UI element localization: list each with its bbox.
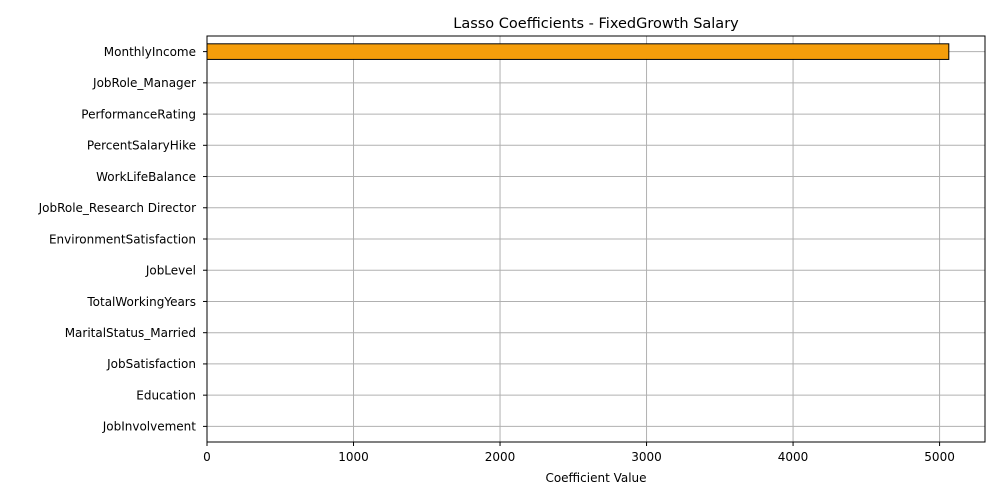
- y-tick-label: MonthlyIncome: [104, 45, 196, 59]
- x-tick-label: 2000: [485, 450, 516, 464]
- y-tick-label: PercentSalaryHike: [87, 139, 196, 153]
- y-tick-label: JobRole_Research Director: [38, 201, 196, 215]
- y-tick-label: JobSatisfaction: [106, 357, 196, 371]
- y-tick-label: JobRole_Manager: [92, 76, 196, 90]
- y-tick-layer: MonthlyIncome JobRole_Manager PerformanceR…: [38, 45, 207, 434]
- bars-layer: [206, 43, 950, 60]
- x-tick-label: 3000: [631, 450, 662, 464]
- x-tick-label: 1000: [338, 450, 369, 464]
- x-tick-label: 0: [203, 450, 211, 464]
- y-tick-label: JobInvolvement: [102, 420, 197, 434]
- chart-title: Lasso Coefficients - FixedGrowth Salary: [453, 16, 739, 32]
- y-tick-label: WorkLifeBalance: [96, 170, 196, 184]
- y-tick-label: JobLevel: [145, 264, 196, 278]
- y-tick-label: TotalWorkingYears: [86, 295, 196, 309]
- x-tick-label: 5000: [924, 450, 955, 464]
- bar-monthlyincome: [206, 43, 950, 60]
- y-tick-label: Education: [136, 388, 196, 402]
- x-tick-layer: 0 1000 2000 3000 4000 5000: [203, 442, 955, 464]
- y-tick-label: PerformanceRating: [81, 107, 196, 121]
- y-tick-label: EnvironmentSatisfaction: [49, 232, 196, 246]
- x-tick-label: 4000: [778, 450, 809, 464]
- y-tick-label: MaritalStatus_Married: [65, 326, 196, 340]
- grid-layer: [206, 36, 985, 442]
- x-axis-label: Coefficient Value: [545, 471, 646, 485]
